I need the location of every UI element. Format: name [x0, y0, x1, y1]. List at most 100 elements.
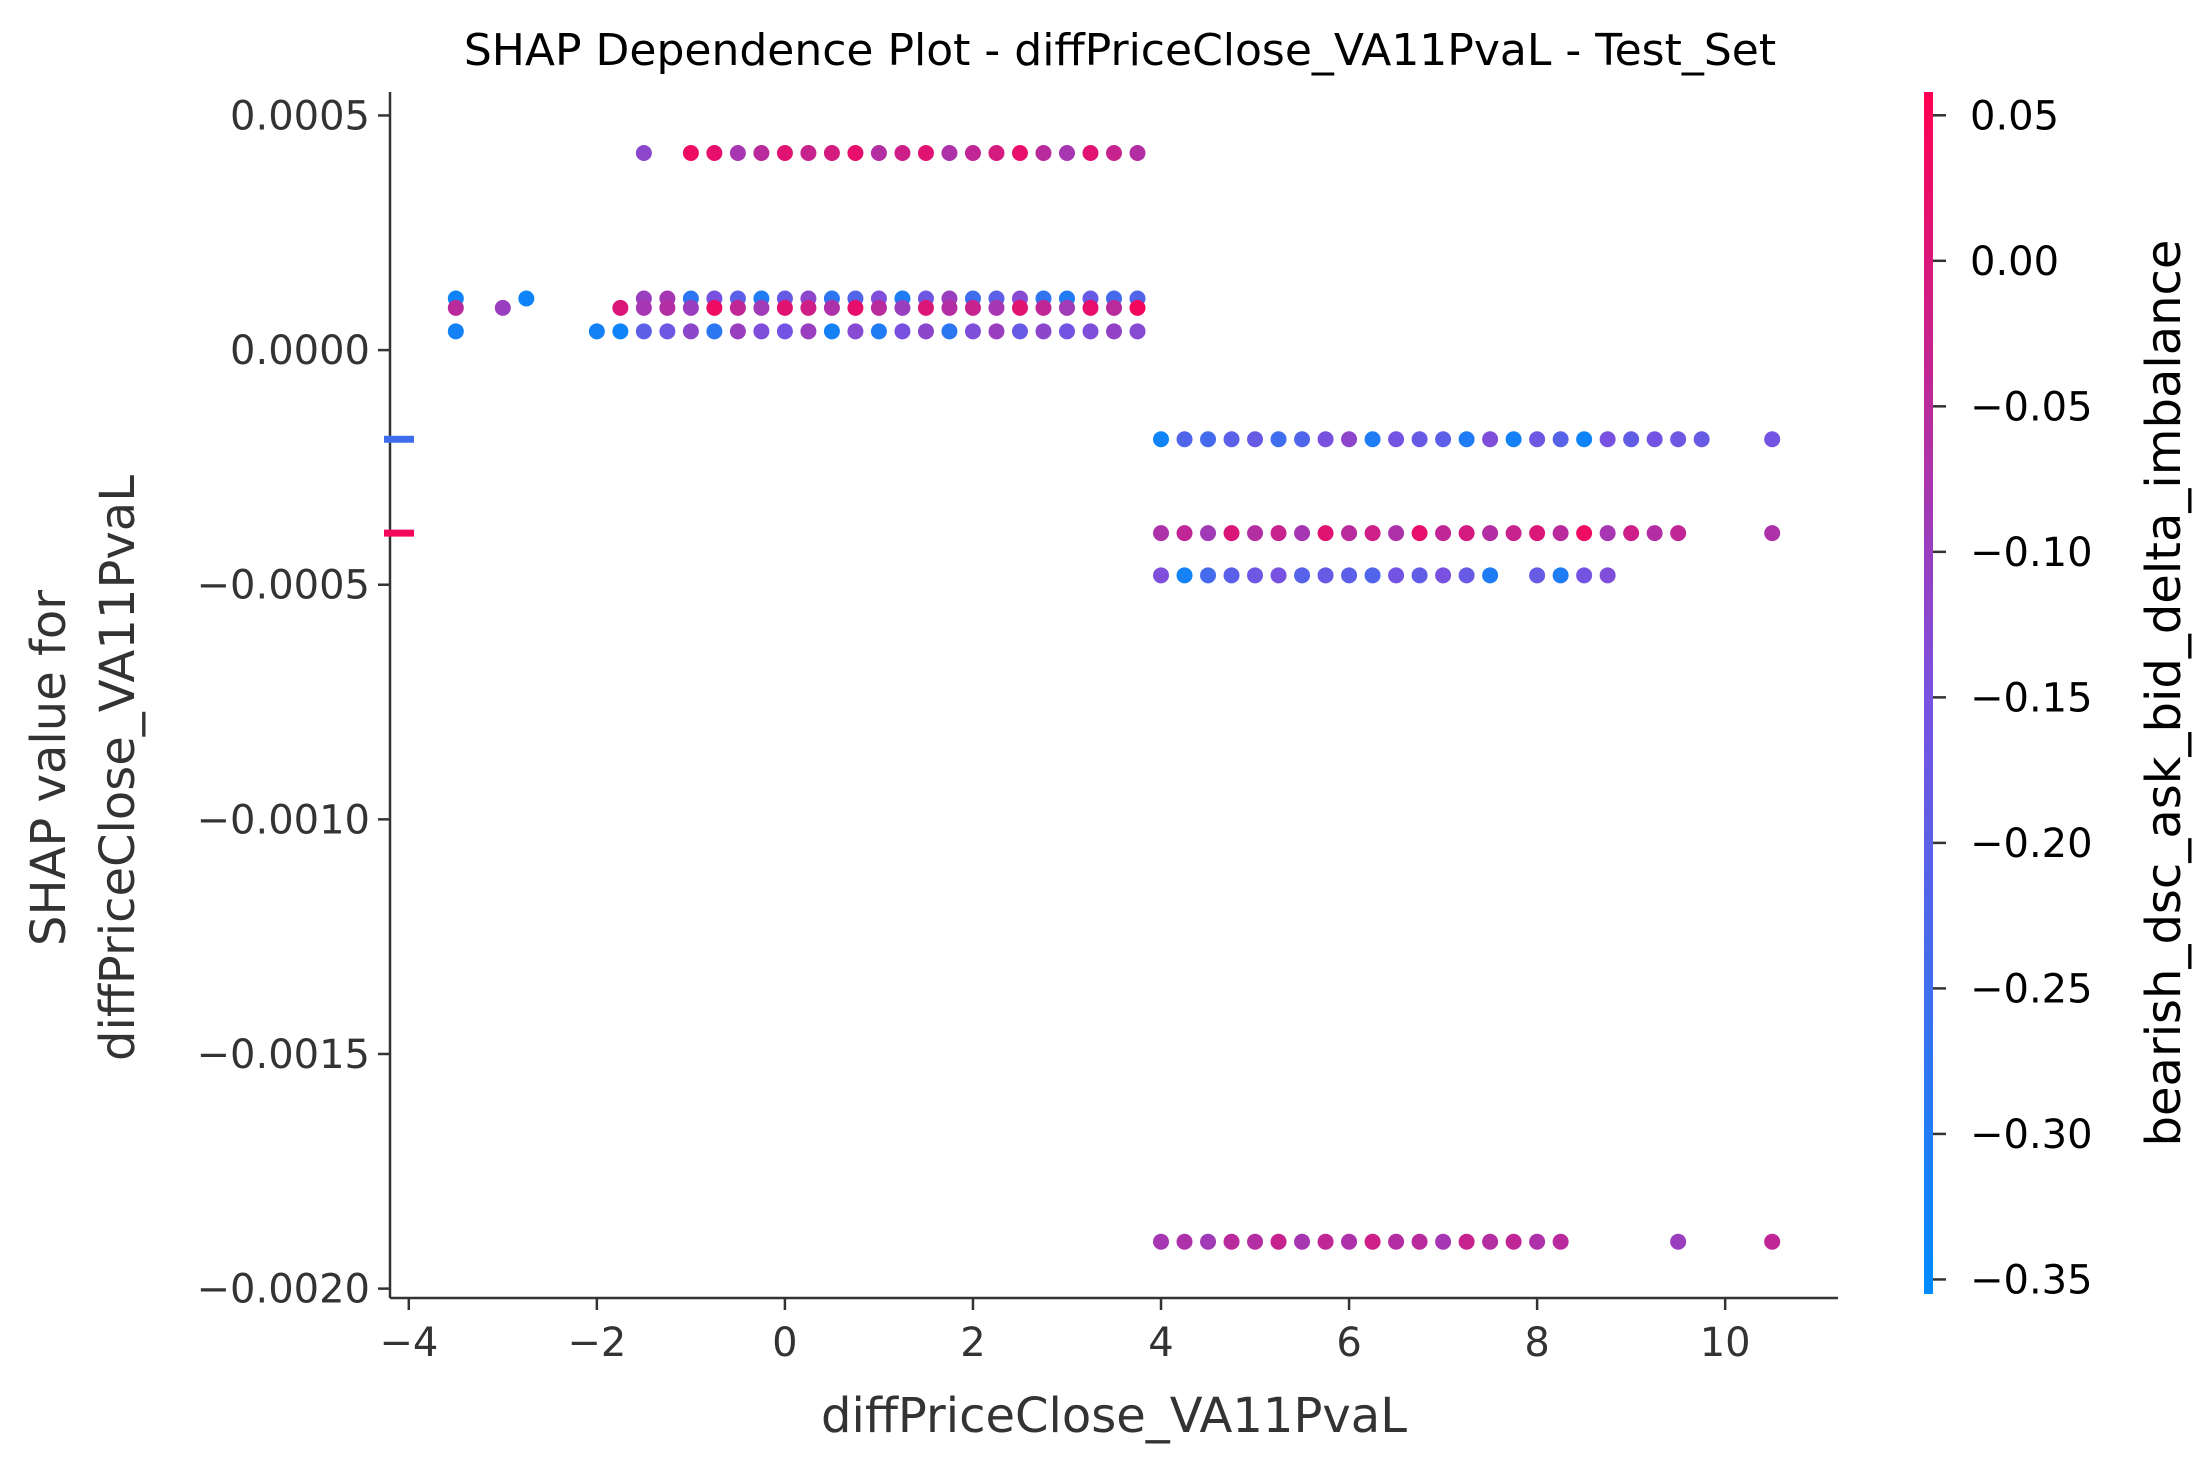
scatter-point	[1011, 145, 1028, 162]
scatter-point	[1458, 431, 1475, 448]
scatter-point	[1529, 1233, 1546, 1250]
scatter-point	[706, 299, 723, 316]
scatter-point	[1129, 299, 1146, 316]
plot-area: −4 −2 0 2 4 6 8 10 0.0005 0.0000 −0.0005 −0.0010 −0…	[197, 92, 1838, 1366]
scatter-point	[776, 145, 793, 162]
scatter-point	[635, 323, 652, 340]
scatter-point	[1341, 431, 1358, 448]
x-tick-label: 4	[1148, 1320, 1173, 1366]
scatter-point	[682, 145, 699, 162]
scatter-point	[1082, 323, 1099, 340]
scatter-point	[1764, 431, 1781, 448]
scatter-point	[1317, 525, 1334, 542]
scatter-point	[1435, 567, 1452, 584]
x-tick-label: 0	[772, 1320, 797, 1366]
scatter-point	[800, 145, 817, 162]
scatter-point	[847, 145, 864, 162]
scatter-point	[447, 299, 464, 316]
scatter-point	[870, 323, 887, 340]
scatter-point	[1435, 525, 1452, 542]
scatter-point	[1294, 567, 1311, 584]
scatter-point	[1247, 431, 1264, 448]
y-tick-label: −0.0010	[197, 797, 370, 843]
scatter-point	[1082, 145, 1099, 162]
scatter-point	[1764, 1233, 1781, 1250]
scatter-point	[1200, 1233, 1217, 1250]
scatter-point	[1035, 323, 1052, 340]
x-tick-label: 8	[1524, 1320, 1549, 1366]
x-tick-label: 6	[1336, 1320, 1361, 1366]
scatter-point	[870, 145, 887, 162]
scatter-point	[1482, 525, 1499, 542]
scatter-point	[612, 323, 629, 340]
scatter-point	[1176, 431, 1193, 448]
y-axis-label: SHAP value for diffPriceClose_VA11PvaL	[21, 475, 146, 1061]
scatter-point	[706, 145, 723, 162]
scatter-point	[729, 145, 746, 162]
scatter-point	[659, 323, 676, 340]
scatter-point	[1529, 525, 1546, 542]
colorbar-tick-label: 0.00	[1970, 239, 2059, 285]
colorbar-ticks: 0.05 0.00 −0.05 −0.10 −0.15 −0.20 −0.25 −0.30 −0…	[1933, 93, 2093, 1303]
scatter-point	[964, 299, 981, 316]
scatter-point	[1552, 567, 1569, 584]
y-tick-label: −0.0020	[197, 1267, 370, 1313]
scatter-point	[1552, 431, 1569, 448]
y-axis-label-line-2: diffPriceClose_VA11PvaL	[90, 475, 146, 1061]
scatter-point	[1317, 1233, 1334, 1250]
x-tick-label: −4	[379, 1320, 438, 1366]
colorbar-tick-label: −0.20	[1970, 821, 2093, 867]
colorbar-tick-label: −0.10	[1970, 530, 2093, 576]
scatter-point	[1153, 1233, 1170, 1250]
colorbar-gradient	[1924, 92, 1933, 1294]
scatter-point	[1247, 1233, 1264, 1250]
scatter-point	[1623, 431, 1640, 448]
scatter-point	[1200, 431, 1217, 448]
scatter-point	[1270, 431, 1287, 448]
scatter-point	[1058, 145, 1075, 162]
scatter-point	[1082, 299, 1099, 316]
scatter-point	[1764, 525, 1781, 542]
scatter-point	[1223, 567, 1240, 584]
x-axis-label: diffPriceClose_VA11PvaL	[821, 1388, 1407, 1444]
scatter-point	[1411, 525, 1428, 542]
scatter-point	[1058, 299, 1075, 316]
scatter-point	[1129, 323, 1146, 340]
scatter-point	[988, 299, 1005, 316]
scatter-point	[1599, 525, 1616, 542]
y-tick-label: 0.0000	[230, 328, 370, 374]
scatter-point	[1294, 1233, 1311, 1250]
scatter-point	[1482, 1233, 1499, 1250]
scatter-point	[800, 323, 817, 340]
scatter-point	[729, 323, 746, 340]
y-ticks: 0.0005 0.0000 −0.0005 −0.0010 −0.0015 −0.0020	[197, 93, 390, 1313]
scatter-point	[1552, 1233, 1569, 1250]
scatter-point	[1411, 567, 1428, 584]
scatter-point	[1435, 431, 1452, 448]
scatter-point	[1364, 525, 1381, 542]
colorbar-tick-label: −0.15	[1970, 675, 2093, 721]
y-tick-label: −0.0015	[197, 1032, 370, 1078]
scatter-point	[494, 299, 511, 316]
scatter-point	[1294, 525, 1311, 542]
scatter-point	[964, 323, 981, 340]
scatter-point	[1670, 1233, 1687, 1250]
scatter-points	[447, 145, 1781, 1250]
scatter-point	[1176, 567, 1193, 584]
colorbar-tick-label: 0.05	[1970, 93, 2059, 139]
scatter-point	[1505, 431, 1522, 448]
scatter-point	[1106, 323, 1122, 340]
colorbar-label: bearish_dsc_ask_bid_delta_imbalance	[2136, 240, 2192, 1147]
scatter-point	[1317, 567, 1334, 584]
scatter-point	[823, 299, 840, 316]
chart-title: SHAP Dependence Plot - diffPriceClose_VA…	[464, 25, 1776, 76]
scatter-point	[1646, 525, 1663, 542]
scatter-point	[447, 323, 464, 340]
scatter-point	[988, 323, 1005, 340]
scatter-point	[1270, 1233, 1287, 1250]
scatter-point	[1576, 431, 1593, 448]
scatter-point	[1058, 323, 1075, 340]
scatter-point	[659, 299, 676, 316]
scatter-point	[894, 323, 911, 340]
colorbar-tick-label: −0.30	[1970, 1112, 2093, 1158]
